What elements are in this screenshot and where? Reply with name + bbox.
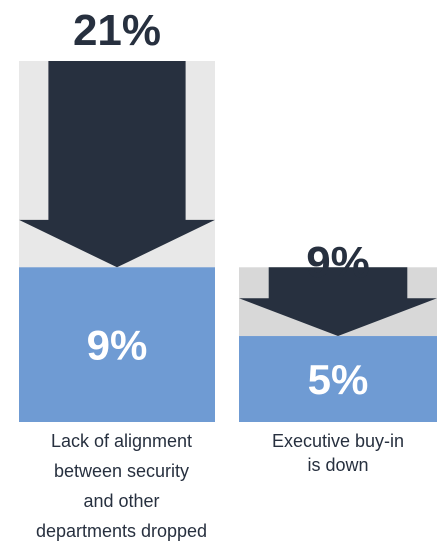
after-value-label-1: 9%: [87, 322, 148, 369]
decrease-arrow-1: [19, 61, 215, 268]
caption-line: Executive buy-in: [271, 431, 405, 451]
caption-line: Lack of alignment: [50, 431, 193, 451]
before-value-label-2: 9%: [306, 238, 370, 287]
category-caption-2: Executive buy-in is down: [239, 426, 437, 477]
caption-line: between security: [53, 461, 190, 481]
caption-line: departments dropped: [35, 521, 208, 541]
after-value-label-2: 5%: [308, 356, 369, 403]
after-bar-1: [19, 267, 215, 422]
after-bar-2: [239, 336, 437, 422]
before-value-label-1: 21%: [72, 6, 162, 55]
caption-line: is down: [307, 455, 369, 475]
category-caption-1: Lack of alignment between security and o…: [0, 426, 243, 546]
decrease-arrow-2: [239, 267, 437, 337]
caption-line: and other: [83, 491, 160, 511]
